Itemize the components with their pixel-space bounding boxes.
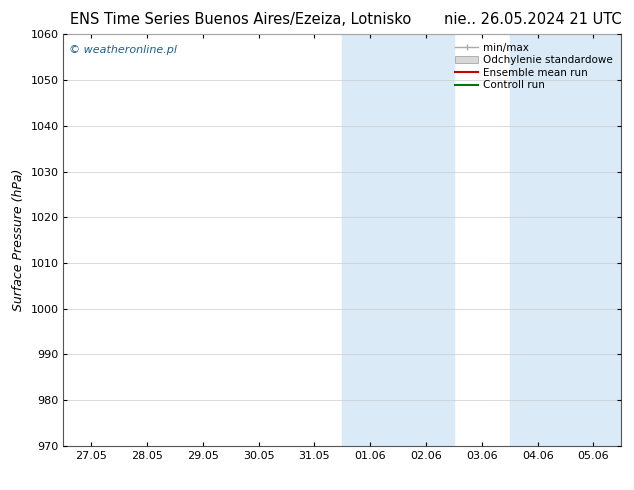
Text: nie.. 26.05.2024 21 UTC: nie.. 26.05.2024 21 UTC <box>444 12 621 27</box>
Bar <box>510 34 621 446</box>
Bar <box>342 34 454 446</box>
Legend: min/max, Odchylenie standardowe, Ensemble mean run, Controll run: min/max, Odchylenie standardowe, Ensembl… <box>452 40 616 94</box>
Y-axis label: Surface Pressure (hPa): Surface Pressure (hPa) <box>12 169 25 311</box>
Text: ENS Time Series Buenos Aires/Ezeiza, Lotnisko: ENS Time Series Buenos Aires/Ezeiza, Lot… <box>70 12 411 27</box>
Text: © weatheronline.pl: © weatheronline.pl <box>69 45 177 54</box>
